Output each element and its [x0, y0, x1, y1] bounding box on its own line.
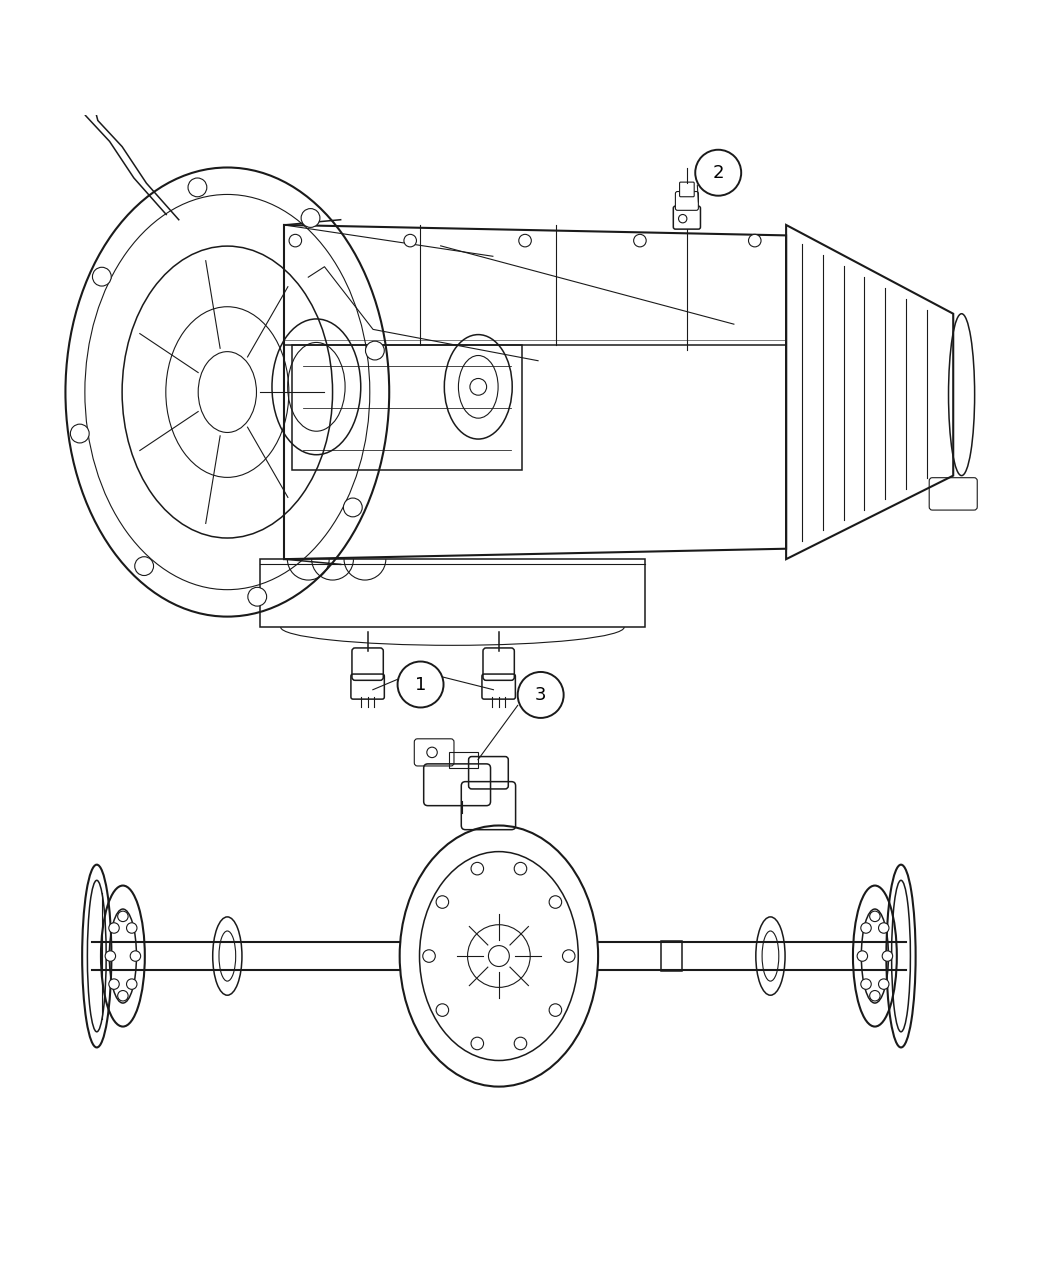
- Circle shape: [436, 896, 448, 908]
- Circle shape: [436, 1003, 448, 1016]
- Circle shape: [289, 235, 301, 247]
- FancyBboxPatch shape: [673, 207, 700, 230]
- Circle shape: [118, 912, 128, 922]
- Circle shape: [749, 235, 761, 247]
- Circle shape: [633, 235, 646, 247]
- Circle shape: [127, 979, 136, 989]
- Circle shape: [109, 923, 120, 933]
- Circle shape: [248, 588, 267, 606]
- Circle shape: [343, 499, 362, 516]
- Circle shape: [188, 179, 207, 196]
- Circle shape: [130, 951, 141, 961]
- Circle shape: [398, 662, 443, 708]
- Circle shape: [857, 951, 867, 961]
- Circle shape: [109, 979, 120, 989]
- Circle shape: [514, 862, 527, 875]
- Circle shape: [518, 672, 564, 718]
- Circle shape: [549, 896, 562, 908]
- Circle shape: [404, 235, 417, 247]
- Text: 1: 1: [415, 676, 426, 694]
- Circle shape: [471, 862, 484, 875]
- Circle shape: [118, 991, 128, 1001]
- Circle shape: [861, 979, 872, 989]
- Circle shape: [882, 951, 892, 961]
- Text: 3: 3: [534, 686, 546, 704]
- Text: 2: 2: [713, 163, 723, 182]
- Circle shape: [514, 1037, 527, 1049]
- FancyBboxPatch shape: [679, 182, 694, 196]
- Circle shape: [879, 923, 889, 933]
- Circle shape: [519, 235, 531, 247]
- Circle shape: [563, 950, 575, 963]
- Circle shape: [70, 425, 89, 442]
- Circle shape: [470, 379, 486, 395]
- Circle shape: [869, 991, 880, 1001]
- Circle shape: [695, 149, 741, 195]
- Circle shape: [423, 950, 436, 963]
- Circle shape: [471, 1037, 484, 1049]
- Circle shape: [365, 342, 384, 360]
- FancyBboxPatch shape: [675, 191, 698, 210]
- Circle shape: [879, 979, 889, 989]
- Circle shape: [92, 268, 111, 286]
- Circle shape: [301, 209, 320, 227]
- Circle shape: [127, 923, 136, 933]
- Circle shape: [105, 951, 116, 961]
- Circle shape: [134, 557, 153, 575]
- Circle shape: [869, 912, 880, 922]
- Circle shape: [549, 1003, 562, 1016]
- Circle shape: [861, 923, 872, 933]
